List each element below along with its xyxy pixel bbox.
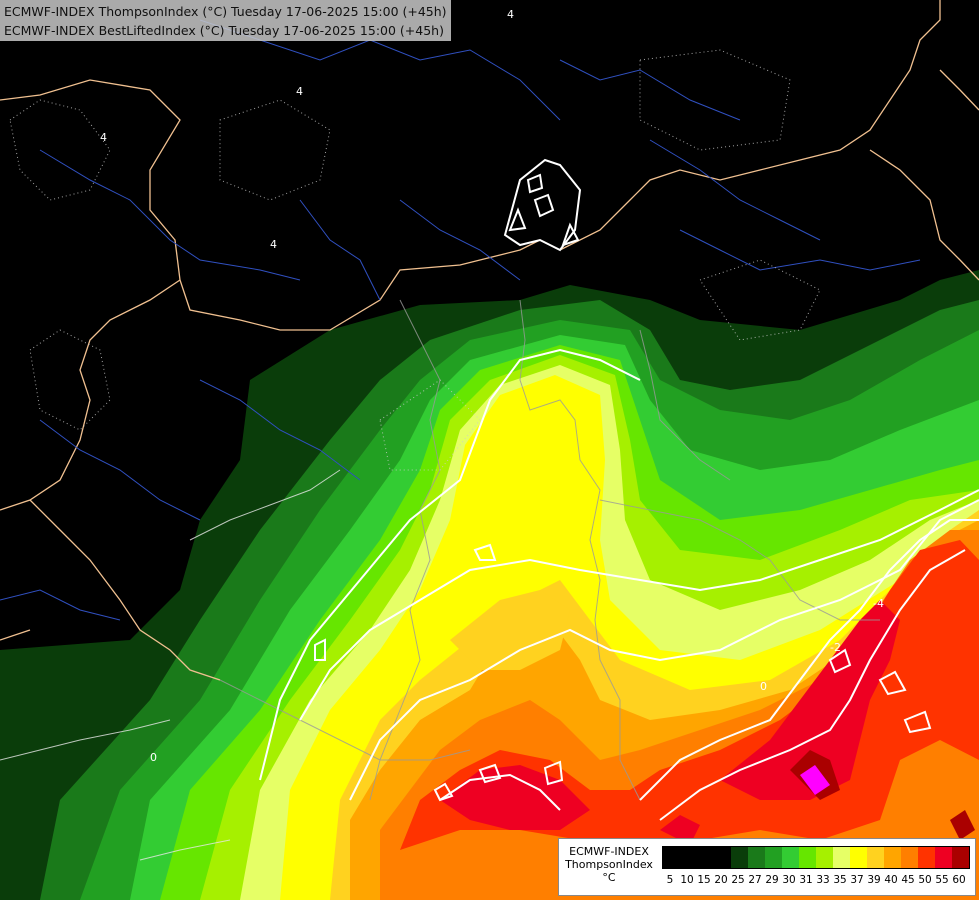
legend-tick: 15 bbox=[697, 874, 711, 886]
legend-swatch bbox=[867, 847, 884, 868]
legend-title: ECMWF-INDEX ThompsonIndex °C bbox=[561, 845, 657, 884]
rivers bbox=[0, 19, 921, 621]
legend-source: ECMWF-INDEX bbox=[569, 845, 649, 858]
contour-label: -4 bbox=[873, 597, 884, 610]
legend-tick: 25 bbox=[731, 874, 745, 886]
legend-color-bar bbox=[662, 846, 970, 869]
legend-unit: °C bbox=[602, 871, 616, 884]
legend-tick: 39 bbox=[867, 874, 881, 886]
legend-tick: 5 bbox=[666, 874, 674, 886]
legend-tick: 10 bbox=[680, 874, 694, 886]
contour-label: 0 bbox=[150, 751, 157, 764]
map-title-line-2: ECMWF-INDEX BestLiftedIndex (°C) Tuesday… bbox=[4, 23, 444, 38]
legend-swatch bbox=[663, 847, 680, 868]
legend-swatch bbox=[918, 847, 935, 868]
legend-tick: 33 bbox=[816, 874, 830, 886]
legend-tick: 55 bbox=[935, 874, 949, 886]
lifted-index-contours bbox=[259, 158, 979, 821]
legend-swatch bbox=[799, 847, 816, 868]
region-lines bbox=[219, 299, 880, 801]
legend-swatch bbox=[833, 847, 850, 868]
contour-label: 4 bbox=[296, 85, 303, 98]
legend-tick: 37 bbox=[850, 874, 864, 886]
contour-labels: 4 4 4 0 -2 -4 4 0 bbox=[100, 8, 884, 764]
map-title-box: ECMWF-INDEX ThompsonIndex (°C) Tuesday 1… bbox=[0, 0, 451, 41]
legend-tick: 40 bbox=[884, 874, 898, 886]
contour-label: 0 bbox=[760, 680, 767, 693]
contour-label: -2 bbox=[830, 641, 841, 654]
legend-swatch bbox=[952, 847, 969, 868]
legend-tick: 60 bbox=[952, 874, 966, 886]
legend-swatch bbox=[884, 847, 901, 868]
legend-tick: 27 bbox=[748, 874, 762, 886]
dotted-contours bbox=[9, 49, 821, 471]
legend-swatch bbox=[850, 847, 867, 868]
legend-tick: 35 bbox=[833, 874, 847, 886]
legend-swatch bbox=[731, 847, 748, 868]
legend-swatch bbox=[816, 847, 833, 868]
legend-tick: 30 bbox=[782, 874, 796, 886]
legend-tick: 45 bbox=[901, 874, 915, 886]
map-title-line-1: ECMWF-INDEX ThompsonIndex (°C) Tuesday 1… bbox=[4, 4, 447, 19]
contour-label: 4 bbox=[100, 131, 107, 144]
legend-tick: 31 bbox=[799, 874, 813, 886]
color-legend: ECMWF-INDEX ThompsonIndex °C 5 10 15 20 25 27… bbox=[558, 838, 976, 896]
contour-label: 4 bbox=[507, 8, 514, 21]
legend-swatch bbox=[935, 847, 952, 868]
legend-swatch bbox=[765, 847, 782, 868]
legend-swatch bbox=[680, 847, 697, 868]
legend-swatch bbox=[901, 847, 918, 868]
thompson-index-field bbox=[0, 270, 979, 900]
legend-swatch bbox=[697, 847, 714, 868]
legend-parameter: ThompsonIndex bbox=[565, 858, 653, 871]
legend-tick: 20 bbox=[714, 874, 728, 886]
thin-contours bbox=[0, 469, 341, 861]
legend-swatch bbox=[782, 847, 799, 868]
legend-tick: 29 bbox=[765, 874, 779, 886]
contour-label: 4 bbox=[270, 238, 277, 251]
legend-swatch bbox=[714, 847, 731, 868]
country-borders bbox=[0, 0, 979, 681]
legend-swatch bbox=[748, 847, 765, 868]
legend-tick: 50 bbox=[918, 874, 932, 886]
